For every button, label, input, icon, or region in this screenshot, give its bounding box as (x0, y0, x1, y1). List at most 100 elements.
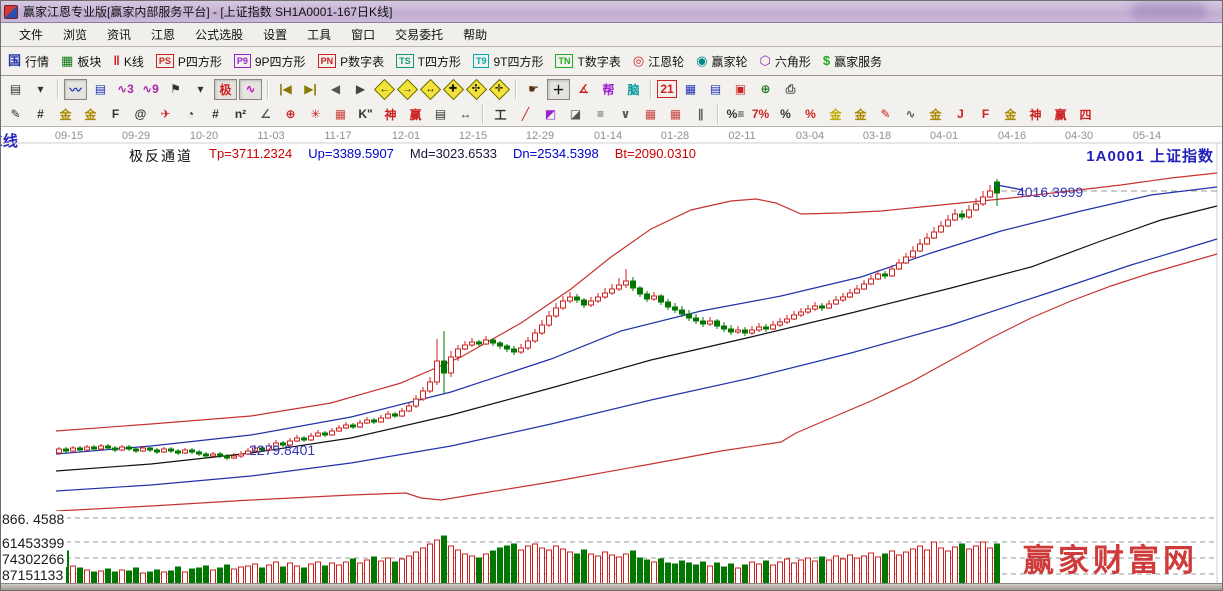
indicator-panel-icon[interactable]: ∿ (239, 78, 262, 100)
calculator-icon[interactable]: ▦ (684, 82, 697, 96)
f-line-tool[interactable]: F (981, 107, 990, 121)
curve-window-icon[interactable]: 〰 (64, 78, 87, 100)
four-line-tool[interactable]: 四 (1079, 107, 1092, 122)
kline-view-button[interactable]: ‖ K线 (110, 51, 146, 72)
9p-square-button[interactable]: P9 9P四方形 (231, 51, 309, 72)
wave-9-icon[interactable]: ∿9 (142, 82, 159, 96)
9t-square-button[interactable]: T9 9T四方形 (470, 51, 547, 72)
marker-brush-tool[interactable]: ✎ (880, 107, 891, 121)
title-bar[interactable]: 赢家江恩专业版[赢家内部服务平台] - [上证指数 SH1A0001-167日K… (1, 1, 1222, 23)
ying-line-tool[interactable]: 赢 (409, 107, 422, 122)
zoom-out-button[interactable]: ✣ (465, 78, 488, 100)
beam-tool[interactable]: 工 (494, 107, 507, 122)
menu-1[interactable]: 浏览 (63, 28, 88, 42)
chart-mode-icon[interactable]: ▤ (9, 82, 22, 96)
percent-lines-tool[interactable]: % (805, 107, 816, 121)
menu-8[interactable]: 交易委托 (395, 28, 444, 42)
gold-circle-tool[interactable]: 金 (829, 107, 842, 122)
gann-lines-tool[interactable]: # (37, 107, 44, 121)
spiral-tool[interactable]: @ (134, 107, 147, 121)
angle-measure-tool[interactable]: ∡ (578, 82, 589, 96)
boxed-fan-tool[interactable]: ◩ (544, 107, 557, 121)
ying-slash-tool[interactable]: 赢 (1054, 107, 1067, 122)
menu-5[interactable]: 设置 (263, 28, 288, 42)
gold-lines-tool[interactable]: 金 (854, 107, 867, 122)
last-page-button[interactable]: ▶| (304, 82, 317, 96)
zoom-in-horizontal-button[interactable]: ✚ (442, 78, 465, 100)
gold-square-tool[interactable]: 金 (59, 107, 72, 122)
target-circle-tool[interactable]: ⊕ (285, 107, 296, 121)
kline-chart-canvas[interactable] (1, 127, 1223, 585)
menu-4[interactable]: 公式选股 (195, 28, 244, 42)
zoom-out-horizontal-button[interactable]: ↔ (419, 78, 442, 100)
first-page-button[interactable]: |◀ (279, 82, 292, 96)
sectors-button[interactable]: ▦ 板块 (58, 51, 104, 72)
ruler-123-tool[interactable]: ▤ (434, 107, 447, 121)
pan-hand-tool[interactable]: ☛ (528, 82, 539, 96)
menu-2[interactable]: 资讯 (107, 28, 132, 42)
notes-icon[interactable]: ▤ (709, 82, 722, 96)
ray-angles-tool[interactable]: ≡ (596, 107, 604, 121)
fibonacci-f-tool[interactable]: F (111, 107, 120, 121)
square-of-nine-tool[interactable]: n² (234, 107, 247, 121)
p-number-table-button[interactable]: PN P数字表 (315, 51, 388, 72)
rocket-tool[interactable]: ✈ (160, 107, 171, 121)
gann-wheel-button[interactable]: ◎ 江恩轮 (630, 51, 687, 72)
t-number-table-button[interactable]: TN T数字表 (552, 51, 623, 72)
report-list-icon[interactable]: ▤ (94, 82, 107, 96)
market-quotes-button[interactable]: 国行情 (5, 51, 52, 72)
menu-7[interactable]: 窗口 (351, 28, 376, 42)
seven-percent-tool[interactable]: 7% (751, 107, 770, 121)
menu-6[interactable]: 工具 (307, 28, 332, 42)
zoom-in-button[interactable]: ✛ (488, 78, 511, 100)
next-button[interactable]: ▶ (355, 82, 366, 96)
help-assist-icon[interactable]: 帮 (602, 82, 615, 97)
shen-line-tool[interactable]: 神 (384, 107, 397, 122)
prev-button[interactable]: ◀ (330, 82, 341, 96)
globe-share-icon[interactable]: ⊕ (760, 82, 771, 96)
price-grid-tool[interactable]: ▦ (644, 107, 657, 121)
span-arrows-tool[interactable]: ↔ (459, 107, 472, 121)
menu-0[interactable]: 文件 (19, 28, 44, 42)
wave-v-tool[interactable]: ∨ (620, 107, 631, 121)
j-line-tool[interactable]: J (957, 107, 964, 121)
jifan-channel-icon[interactable]: 极 (214, 78, 237, 100)
p-square-button[interactable]: PS P四方形 (153, 51, 225, 72)
gauge-tool[interactable]: ◔ (186, 107, 195, 121)
wave-box-tool[interactable]: ∿ (905, 107, 916, 121)
web-grid-tool[interactable]: ▦ (334, 107, 347, 121)
boxed-pattern-tool[interactable]: ◪ (569, 107, 582, 121)
flag-dropdown-arrow[interactable]: ▾ (197, 82, 204, 96)
save-icon[interactable]: ▣ (734, 82, 747, 96)
k-quote-tool[interactable]: K" (358, 107, 373, 121)
gold-slash-tool-2[interactable]: 金 (1004, 107, 1017, 122)
percent-table-tool[interactable]: %≡ (726, 107, 745, 121)
gold-slash-tool[interactable]: 金 (929, 107, 942, 122)
calendar-icon[interactable]: 21 (657, 80, 677, 98)
gold-square-tool-2[interactable]: 金 (84, 107, 97, 122)
winner-wheel-button[interactable]: ◉ 赢家轮 (693, 51, 750, 72)
chart-mode-dropdown-arrow[interactable]: ▾ (37, 82, 44, 96)
grid-lines-tool[interactable]: # (212, 107, 219, 121)
angle-tool[interactable]: ∠ (260, 107, 271, 121)
fan-lines-tool[interactable]: ╱ (521, 107, 530, 121)
menu-9[interactable]: 帮助 (463, 28, 488, 42)
percent-tool[interactable]: % (780, 107, 791, 121)
menu-3[interactable]: 江恩 (151, 28, 176, 42)
kline-panel-tab[interactable]: K线 (1, 133, 18, 150)
printer-icon[interactable]: ⎙ (785, 81, 796, 96)
scroll-left-button[interactable]: ← (373, 78, 396, 100)
price-grid-tool-2[interactable]: ▦ (669, 107, 682, 121)
winner-service-button[interactable]: $ 赢家服务 (820, 51, 885, 72)
parallel-lines-tool[interactable]: ∥ (697, 107, 704, 121)
t-square-button[interactable]: TS T四方形 (393, 51, 464, 72)
shen-slash-tool[interactable]: 神 (1029, 107, 1042, 122)
scroll-right-button[interactable]: → (396, 78, 419, 100)
flag-marker-icon[interactable]: ⚑ (170, 82, 181, 96)
brain-assist-icon[interactable]: 脑 (627, 82, 640, 97)
wave-3-icon[interactable]: ∿3 (117, 82, 134, 96)
crosshair-tool[interactable]: ＋ (547, 78, 570, 100)
ray-star-tool[interactable]: ✳ (310, 107, 321, 121)
hexagon-button[interactable]: ⬡ 六角形 (757, 51, 814, 72)
pen-tool[interactable]: ✎ (10, 107, 21, 121)
